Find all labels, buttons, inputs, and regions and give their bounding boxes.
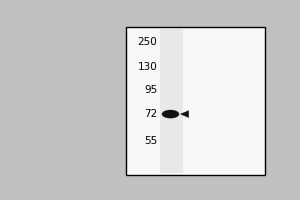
Text: 55: 55 (144, 136, 157, 146)
Bar (160, 29, 183, 173)
Text: 95: 95 (144, 85, 157, 95)
Polygon shape (181, 111, 189, 118)
Bar (126, 27, 266, 175)
Ellipse shape (162, 110, 179, 118)
Text: 130: 130 (137, 62, 157, 72)
Text: 72: 72 (144, 109, 157, 119)
Text: 250: 250 (137, 37, 157, 47)
